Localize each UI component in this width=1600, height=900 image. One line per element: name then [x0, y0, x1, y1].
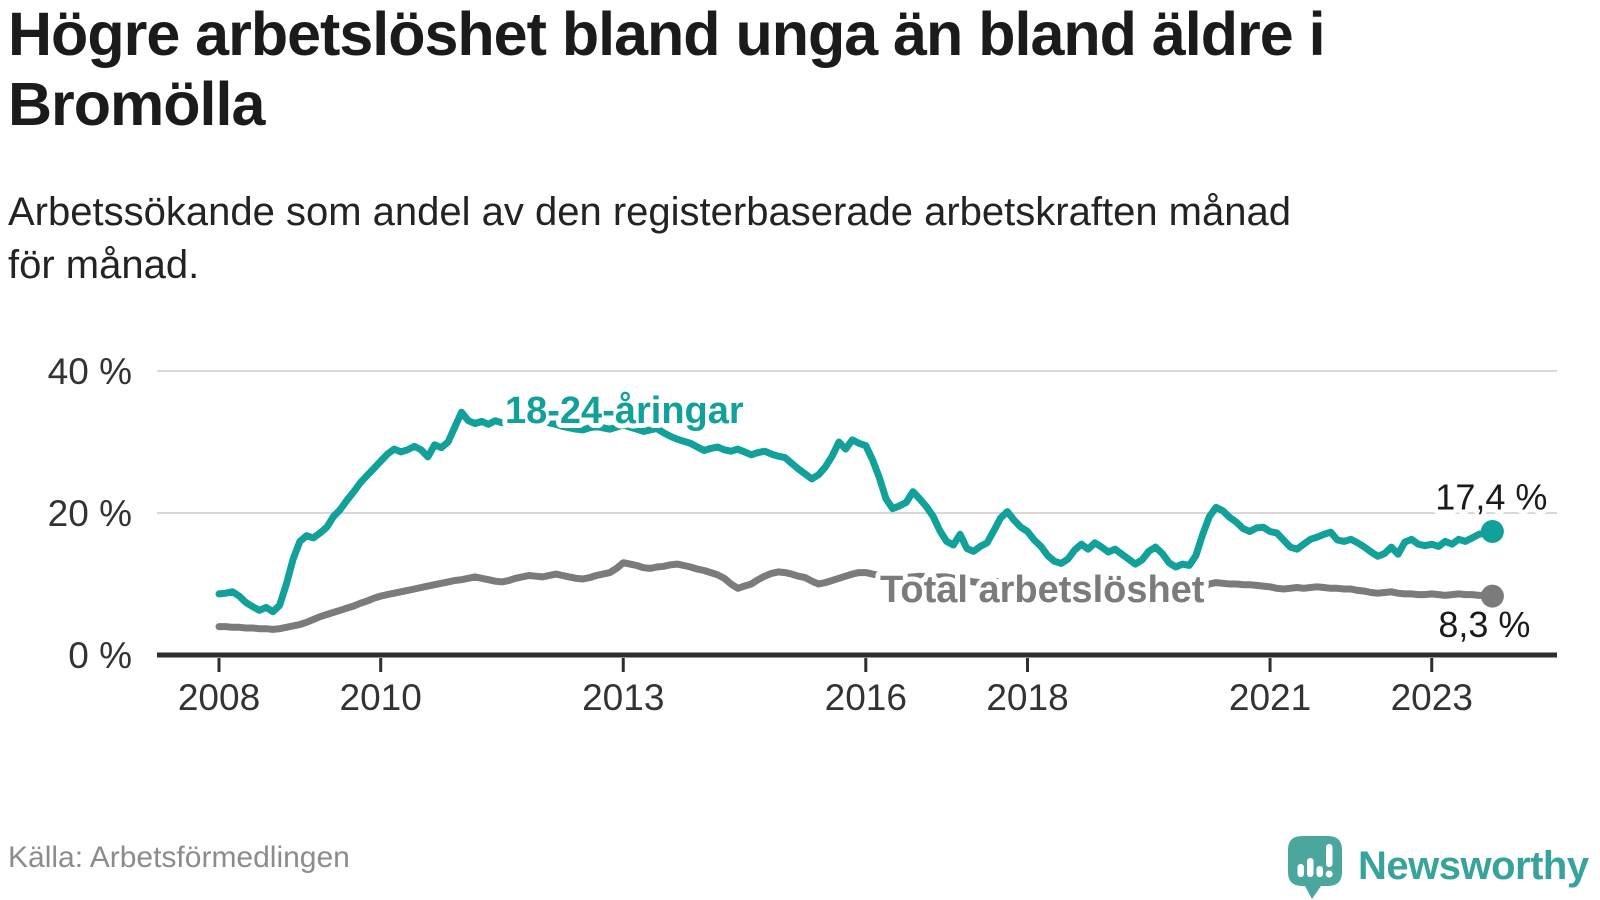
series-end-dot-total — [1480, 584, 1504, 608]
page-title-line-2: Bromölla — [8, 69, 265, 138]
x-axis-label: 2018 — [986, 677, 1068, 718]
series-name-label-total: Total arbetslöshet — [880, 569, 1205, 611]
logo-bar-1 — [1297, 864, 1304, 877]
series-end-dot-young — [1480, 519, 1504, 543]
page-title-line-1: Högre arbetslöshet bland unga än bland ä… — [8, 0, 1326, 68]
logo-exclamation-bar — [1326, 844, 1333, 867]
logo-exclamation-dot — [1325, 870, 1333, 878]
speech-bubble-shape — [1288, 836, 1342, 899]
newsworthy-logo-icon — [1288, 836, 1342, 899]
logo-bar-3 — [1316, 866, 1323, 877]
source-note: Källa: Arbetsförmedlingen — [8, 841, 350, 874]
series-line-total — [215, 559, 1496, 633]
y-axis-label: 40 % — [48, 351, 132, 392]
page-subtitle: Arbetssökande som andel av den registerb… — [8, 186, 1588, 292]
newsworthy-logo: Newsworthy — [1288, 836, 1589, 900]
page-subtitle-line-2: för månad. — [8, 243, 200, 288]
y-axis-label: 20 % — [48, 493, 132, 534]
newsworthy-wordmark: Newsworthy — [1358, 844, 1589, 888]
series-name-label-young: 18-24-åringar — [505, 390, 744, 432]
x-axis-label: 2016 — [825, 677, 907, 718]
y-axis-label: 0 % — [68, 635, 132, 676]
series-end-value-total: 8,3 % — [1438, 604, 1530, 645]
logo-bar-2 — [1307, 858, 1314, 877]
x-axis-label: 2021 — [1229, 677, 1311, 718]
series-line-young — [215, 408, 1496, 616]
page-subtitle-line-1: Arbetssökande som andel av den registerb… — [8, 190, 1291, 234]
page-title: Högre arbetslöshet bland unga än bland ä… — [8, 0, 1588, 139]
x-axis-label: 2013 — [582, 677, 664, 718]
series-end-value-young: 17,4 % — [1435, 476, 1547, 517]
x-axis-label: 2010 — [340, 677, 422, 718]
x-axis-label: 2008 — [178, 677, 260, 718]
x-axis-label: 2023 — [1391, 677, 1473, 718]
